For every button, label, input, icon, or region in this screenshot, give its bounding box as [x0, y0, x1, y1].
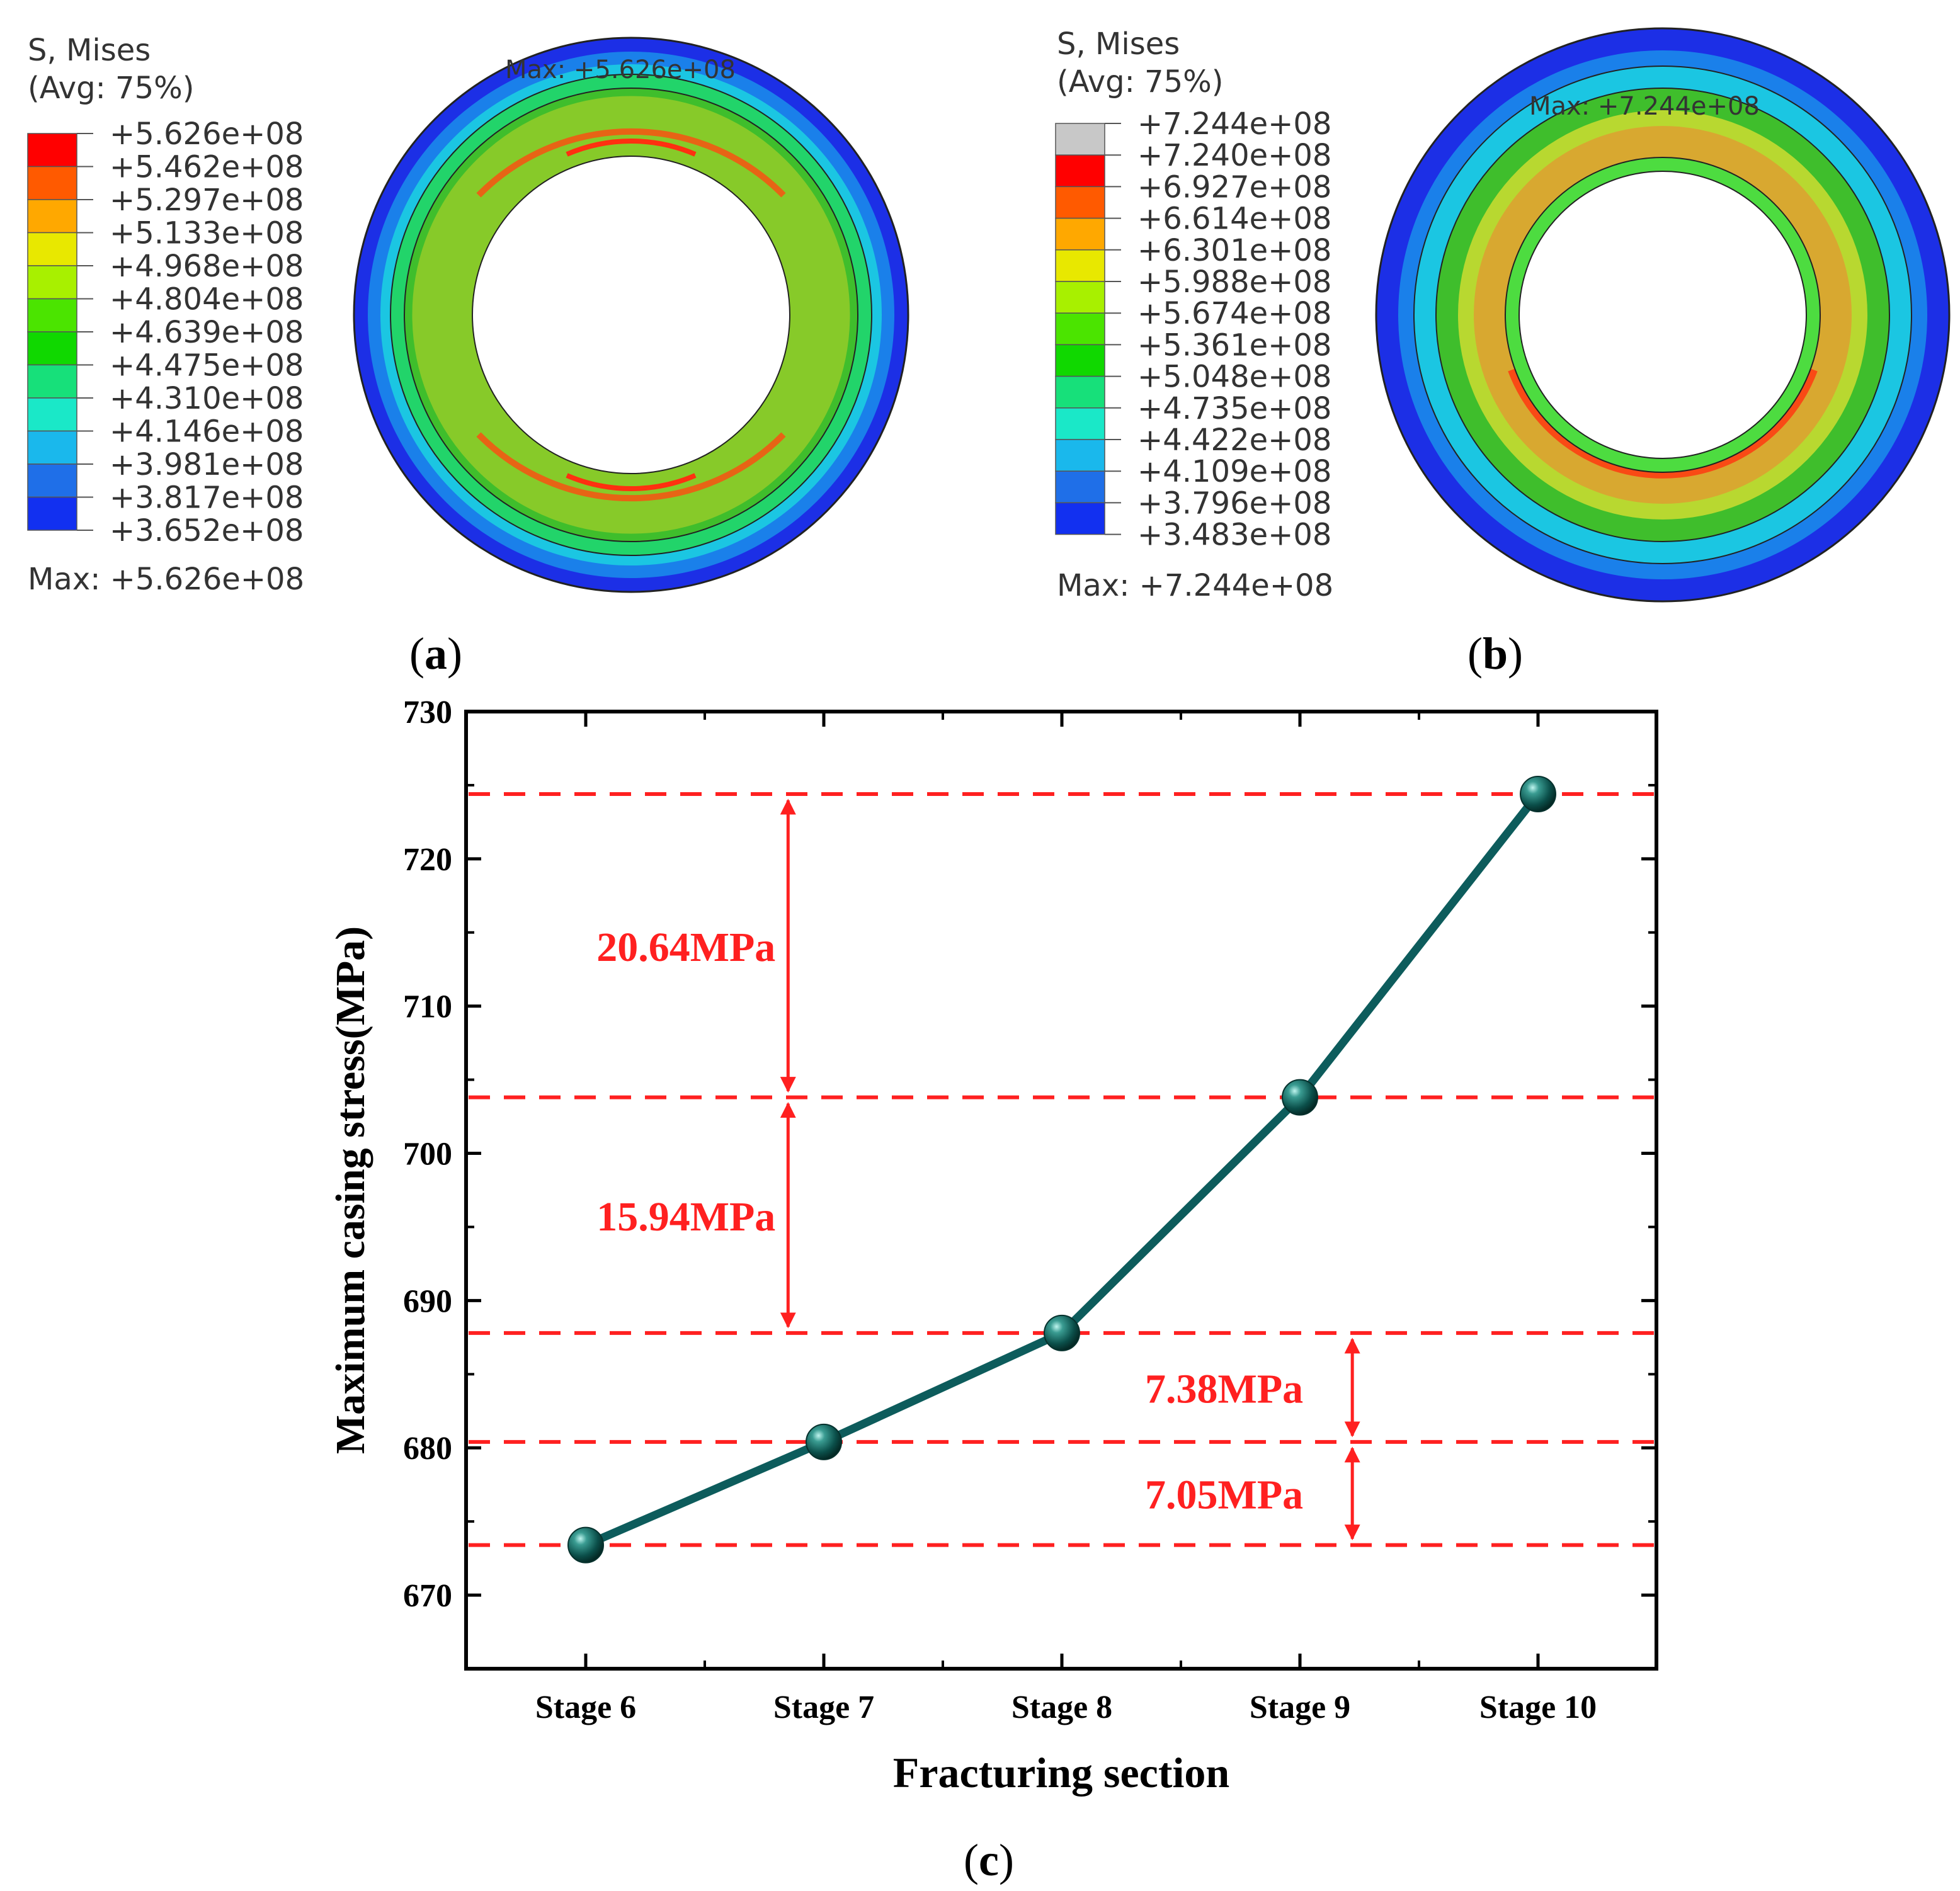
ring-a-max-label: Max: +5.626e+08: [505, 55, 736, 84]
legend-b-swatch: [1055, 281, 1105, 314]
legend-a-swatch: [27, 496, 77, 531]
panel-c-label: (c): [964, 1835, 1014, 1885]
legend-a-swatch: [27, 133, 77, 168]
legend-b-value: +5.988e+08: [1137, 264, 1331, 300]
legend-a-value: +4.146e+08: [110, 414, 304, 450]
legend-a-swatch: [27, 331, 77, 366]
legend-a-value: +4.804e+08: [110, 282, 304, 317]
legend-b-swatch: [1055, 375, 1105, 409]
stress-ring-b: Max: +7.244e+08: [1375, 27, 1951, 603]
panel-b-label: (b): [1467, 628, 1523, 679]
data-point: [567, 1526, 604, 1564]
legend-b-value: +6.927e+08: [1137, 169, 1331, 205]
legend-a-value: +3.817e+08: [110, 480, 304, 516]
x-tick-label: Stage 6: [535, 1689, 636, 1725]
legend-b-swatch: [1055, 344, 1105, 377]
legend-b-value: +7.244e+08: [1137, 106, 1331, 142]
y-tick-label: 680: [403, 1431, 452, 1467]
legend-a-swatch: [27, 199, 77, 234]
y-tick-label: 730: [403, 695, 452, 730]
x-tick-label: Stage 9: [1250, 1689, 1350, 1725]
legend-a-swatch: [27, 364, 77, 399]
ring-b-max-label: Max: +7.244e+08: [1529, 92, 1760, 121]
data-point: [1044, 1314, 1080, 1351]
legend-a-swatch: [27, 298, 77, 332]
legend-a-value: +3.652e+08: [110, 513, 304, 548]
legend-b-max: Max: +7.244e+08: [1057, 568, 1333, 603]
legend-b-swatch: [1055, 439, 1105, 472]
y-tick-label: 670: [403, 1578, 452, 1614]
legend-b-swatch: [1055, 407, 1105, 440]
legend-a-swatch: [27, 463, 77, 498]
legend-b-title-line1: S, Mises: [1057, 26, 1180, 62]
x-axis-title: Fracturing section: [893, 1749, 1229, 1797]
legend-a-title-line2: (Avg: 75%): [28, 71, 194, 106]
legend-a-swatch: [27, 265, 77, 300]
legend-a-value: +5.133e+08: [110, 216, 304, 251]
legend-b-swatch: [1055, 249, 1105, 282]
legend-a-title-line1: S, Mises: [28, 33, 151, 68]
legend-b-value: +5.048e+08: [1137, 360, 1331, 395]
legend-b-swatch: [1055, 470, 1105, 504]
panel-c: 670 680 690 700 710 720 730 Stage 6 Stage 7 Stage…: [328, 695, 1658, 1885]
panel-b: S, Mises (Avg: 75%) +7.244e+08+7.240e+08…: [1055, 26, 1951, 679]
legend-b-swatch: [1055, 186, 1105, 219]
legend-b-swatch: [1055, 502, 1105, 535]
series-line: [584, 791, 1542, 1549]
y-tick-label: 690: [403, 1283, 452, 1319]
legend-a-swatch: [27, 430, 77, 465]
legend-b-value: +3.483e+08: [1137, 518, 1331, 553]
legend-a-max: Max: +5.626e+08: [28, 562, 304, 597]
x-tick-label: Stage 8: [1011, 1689, 1112, 1725]
difference-label: 7.05MPa: [1145, 1472, 1303, 1518]
legend-a-colorbar: +5.626e+08+5.462e+08+5.297e+08+5.133e+08…: [27, 116, 304, 548]
legend-b-swatch: [1055, 154, 1105, 188]
legend-a-swatch: [27, 166, 77, 200]
y-tick-label: 710: [403, 989, 452, 1025]
legend-b-value: +4.735e+08: [1137, 391, 1331, 426]
difference-label: 15.94MPa: [596, 1194, 775, 1240]
legend-b-swatch: [1055, 312, 1105, 346]
legend-a-value: +5.626e+08: [110, 116, 304, 152]
legend-b-value: +6.301e+08: [1137, 233, 1331, 268]
legend-b-value: +5.674e+08: [1137, 296, 1331, 331]
data-point: [1282, 1079, 1318, 1116]
difference-label: 20.64MPa: [596, 924, 775, 970]
panel-a: S, Mises (Avg: 75%) +5.626e+08+5.462e+08…: [27, 33, 909, 679]
data-point: [806, 1423, 842, 1460]
legend-a-value: +4.475e+08: [110, 348, 304, 383]
legend-b-value: +7.240e+08: [1137, 138, 1331, 173]
plot-frame: [464, 710, 1658, 1671]
legend-a-value: +4.968e+08: [110, 249, 304, 284]
legend-a-value: +5.297e+08: [110, 183, 304, 218]
legend-a-swatch: [27, 232, 77, 266]
legend-b-value: +6.614e+08: [1137, 202, 1331, 237]
legend-b-swatch: [1055, 217, 1105, 251]
legend-b-value: +4.422e+08: [1137, 423, 1331, 458]
legend-a-swatch: [27, 397, 77, 432]
legend-b-value: +5.361e+08: [1137, 327, 1331, 363]
legend-b-colorbar: +7.244e+08+7.240e+08+6.927e+08+6.614e+08…: [1055, 106, 1331, 553]
legend-a-value: +4.310e+08: [110, 381, 304, 416]
legend-b-swatch: [1055, 123, 1105, 156]
legend-a-value: +4.639e+08: [110, 315, 304, 350]
y-axis-title: Maximum casing stress(MPa): [328, 926, 373, 1454]
legend-b-title-line2: (Avg: 75%): [1057, 64, 1223, 99]
x-tick-label: Stage 7: [773, 1689, 874, 1725]
legend-a-value: +3.981e+08: [110, 447, 304, 482]
legend-b-value: +3.796e+08: [1137, 486, 1331, 521]
x-tick-label: Stage 10: [1479, 1689, 1597, 1725]
difference-label: 7.38MPa: [1145, 1366, 1303, 1412]
stress-ring-a: Max: +5.626e+08: [353, 37, 909, 593]
y-tick-label: 700: [403, 1137, 452, 1173]
panel-a-label: (a): [409, 628, 462, 679]
chart-layer: 670 680 690 700 710 720 730 Stage 6 Stage 7 Stage…: [403, 695, 1656, 1725]
legend-a-value: +5.462e+08: [110, 150, 304, 185]
data-point: [1520, 775, 1556, 812]
legend-b-value: +4.109e+08: [1137, 454, 1331, 489]
y-tick-label: 720: [403, 842, 452, 878]
